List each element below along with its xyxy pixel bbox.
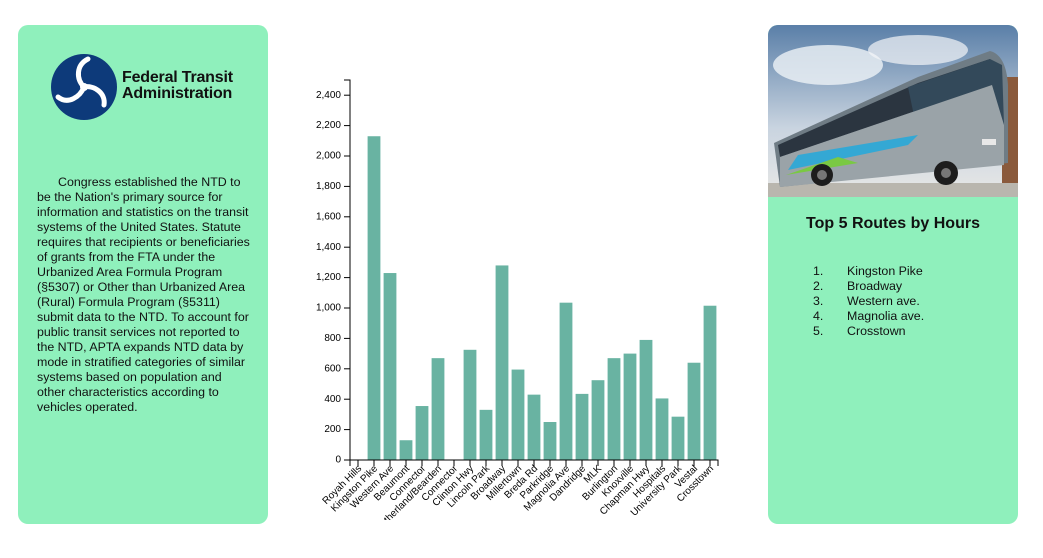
bar bbox=[399, 440, 413, 460]
bar bbox=[607, 358, 621, 460]
top-routes-list: 1. Kingston Pike 2. Broadway 3. Western ave… bbox=[813, 264, 924, 339]
route-name: Crosstown bbox=[847, 324, 906, 338]
y-tick-label: 800 bbox=[324, 333, 341, 344]
y-tick-label: 1,600 bbox=[316, 211, 341, 222]
bar bbox=[495, 265, 509, 460]
electric-bus-photo bbox=[768, 25, 1018, 197]
bar bbox=[559, 302, 573, 460]
bar bbox=[575, 393, 589, 460]
fta-logo-text: Federal Transit Administration bbox=[122, 70, 233, 102]
route-number: 3. bbox=[813, 294, 824, 308]
bar bbox=[639, 339, 653, 460]
route-hours-bar-chart: 0 200 400 600 800 1,000 1,200 1,400 1,600 1,800 2,… bbox=[316, 79, 719, 520]
route-number: 5. bbox=[813, 324, 824, 338]
bar bbox=[671, 416, 685, 460]
fta-logo-icon bbox=[51, 54, 117, 120]
top-routes-title: Top 5 Routes by Hours bbox=[806, 215, 980, 232]
route-name: Broadway bbox=[847, 279, 903, 293]
route-item: 3. Western ave. bbox=[813, 294, 924, 309]
route-name: Western ave. bbox=[847, 294, 920, 308]
y-axis-line bbox=[344, 79, 351, 461]
route-item: 1. Kingston Pike bbox=[813, 264, 924, 279]
y-axis: 0 200 400 600 800 1,000 1,200 1,400 1,600 1,800 2,… bbox=[316, 79, 351, 466]
y-tick-label: 1,200 bbox=[316, 272, 341, 283]
route-item: 4. Magnolia ave. bbox=[813, 309, 924, 324]
bar bbox=[591, 380, 605, 460]
y-tick-label: 2,200 bbox=[316, 120, 341, 131]
route-item: 2. Broadway bbox=[813, 279, 924, 294]
bar bbox=[655, 398, 669, 460]
bar bbox=[479, 409, 493, 460]
fta-logo: Federal Transit Administration bbox=[50, 53, 250, 123]
route-number: 1. bbox=[813, 264, 824, 278]
y-tick-label: 2,400 bbox=[316, 90, 341, 101]
bar bbox=[703, 305, 717, 460]
y-tick-label: 400 bbox=[324, 394, 341, 405]
y-tick-label: 2,000 bbox=[316, 151, 341, 162]
fta-logo-line1: Federal Transit bbox=[122, 69, 233, 86]
bars-group bbox=[367, 136, 717, 460]
y-tick-label: 1,000 bbox=[316, 303, 341, 314]
bar bbox=[383, 273, 397, 460]
route-name: Kingston Pike bbox=[847, 264, 923, 278]
fta-info-panel: Federal Transit Administration Congress … bbox=[18, 25, 268, 524]
bar bbox=[623, 353, 637, 460]
bar bbox=[463, 349, 477, 460]
ntd-description: Congress established the NTD to be the N… bbox=[37, 175, 250, 414]
bar bbox=[415, 406, 429, 460]
y-tick-label: 0 bbox=[335, 455, 341, 466]
bar bbox=[367, 136, 381, 460]
bar bbox=[511, 369, 525, 460]
bar bbox=[431, 358, 445, 460]
y-tick-label: 1,400 bbox=[316, 242, 341, 253]
bar bbox=[687, 362, 701, 460]
fta-logo-line2: Administration bbox=[122, 85, 233, 102]
y-tick-label: 200 bbox=[324, 424, 341, 435]
y-tick-label: 600 bbox=[324, 363, 341, 374]
route-number: 2. bbox=[813, 279, 824, 293]
y-tick-label: 1,800 bbox=[316, 181, 341, 192]
route-name: Magnolia ave. bbox=[847, 309, 925, 323]
bar bbox=[543, 422, 557, 460]
route-number: 4. bbox=[813, 309, 824, 323]
route-item: 5. Crosstown bbox=[813, 324, 924, 339]
bar bbox=[527, 394, 541, 460]
top-routes-panel: Top 5 Routes by Hours 1. Kingston Pike 2.… bbox=[768, 25, 1018, 524]
